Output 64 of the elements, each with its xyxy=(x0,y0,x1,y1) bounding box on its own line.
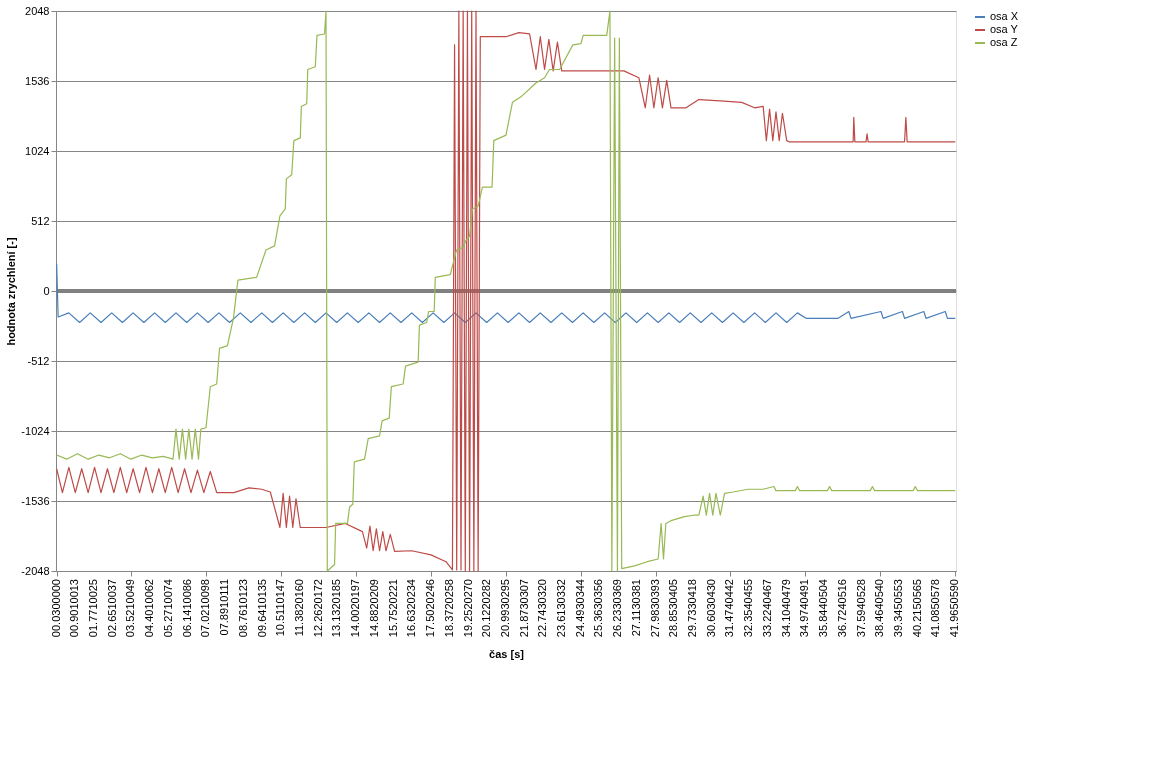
x-tick-label: 10.5110147 xyxy=(274,579,287,637)
x-tick-label: 18.3720258 xyxy=(442,579,455,638)
y-tick-label: 1024 xyxy=(25,144,50,157)
legend-label: osa X xyxy=(990,10,1019,22)
y-tick-label: 2048 xyxy=(25,4,50,17)
x-tick-label: 16.6320234 xyxy=(405,579,418,638)
x-tick-label: 01.7710025 xyxy=(86,579,99,638)
x-tick-label: 38.4640540 xyxy=(873,579,886,638)
x-tick-label: 14.0020197 xyxy=(349,579,362,638)
x-tick-label: 05.2710074 xyxy=(161,579,174,638)
x-tick-label: 14.8820209 xyxy=(367,579,380,638)
x-tick-label: 07.8910111 xyxy=(218,579,231,636)
x-tick-label: 11.3820160 xyxy=(292,579,305,637)
x-tick-label: 34.1040479 xyxy=(779,579,792,638)
x-tick-label: 32.3540455 xyxy=(742,579,755,638)
x-tick-label: 28.8530405 xyxy=(667,579,680,638)
x-tick-label: 25.3630356 xyxy=(592,579,605,638)
x-tick-label: 04.4010062 xyxy=(143,579,156,638)
x-tick-label: 26.2330369 xyxy=(611,579,624,638)
x-tick-label: 07.0210098 xyxy=(199,579,212,638)
y-tick-label: -1536 xyxy=(21,494,50,507)
legend-label: osa Z xyxy=(990,36,1018,48)
x-tick-label: 00.9010013 xyxy=(68,579,81,638)
x-tick-label: 23.6130332 xyxy=(554,579,567,638)
y-tick-label: -1024 xyxy=(21,424,50,437)
x-tick-label: 33.2240467 xyxy=(760,579,773,638)
y-tick-label: 0 xyxy=(43,284,50,297)
x-tick-label: 12.2620172 xyxy=(311,579,324,638)
x-tick-label: 17.5020246 xyxy=(424,579,437,638)
x-tick-label: 22.7430320 xyxy=(536,579,549,638)
y-axis-title: hodnota zrychlení [-] xyxy=(5,237,18,346)
x-tick-label: 15.7520221 xyxy=(386,579,399,638)
x-tick-label: 20.1220282 xyxy=(480,579,493,638)
x-tick-label: 13.1320185 xyxy=(330,579,343,638)
x-axis-title: čas [s] xyxy=(489,648,525,660)
y-tick-label: -2048 xyxy=(21,564,50,577)
x-tick-label: 41.9650590 xyxy=(948,579,961,638)
x-tick-label: 09.6410135 xyxy=(255,579,268,638)
x-tick-label: 40.2150565 xyxy=(910,579,923,638)
x-tick-label: 39.3450553 xyxy=(892,579,905,638)
x-tick-label: 30.6030430 xyxy=(704,579,717,638)
x-tick-label: 03.5210049 xyxy=(124,579,137,638)
x-tick-label: 19.2520270 xyxy=(461,579,474,638)
x-tick-label: 24.4930344 xyxy=(573,579,586,638)
x-tick-label: 35.8440504 xyxy=(817,579,830,638)
y-tick-label: 1536 xyxy=(25,74,50,87)
x-tick-label: 21.8730307 xyxy=(517,579,530,638)
x-tick-label: 29.7330418 xyxy=(686,579,699,638)
legend-label: osa Y xyxy=(990,23,1019,35)
line-series xyxy=(56,263,956,324)
x-tick-label: 37.5940528 xyxy=(854,579,867,638)
x-tick-label: 36.7240516 xyxy=(835,579,848,638)
x-tick-label: 00.0300000 xyxy=(49,579,62,638)
x-tick-label: 02.6510037 xyxy=(105,579,118,638)
x-tick-label: 27.1130381 xyxy=(629,579,642,637)
x-tick-label: 34.9740491 xyxy=(798,579,811,638)
x-tick-label: 31.4740442 xyxy=(723,579,736,638)
y-tick-label: -512 xyxy=(27,354,50,367)
x-tick-label: 27.9830393 xyxy=(648,579,661,638)
x-tick-label: 08.7610123 xyxy=(236,579,249,638)
x-tick-label: 20.9930295 xyxy=(498,579,511,638)
x-tick-label: 41.0850578 xyxy=(929,579,942,638)
x-tick-label: 06.1410086 xyxy=(180,579,193,638)
y-tick-label: 512 xyxy=(31,214,50,227)
